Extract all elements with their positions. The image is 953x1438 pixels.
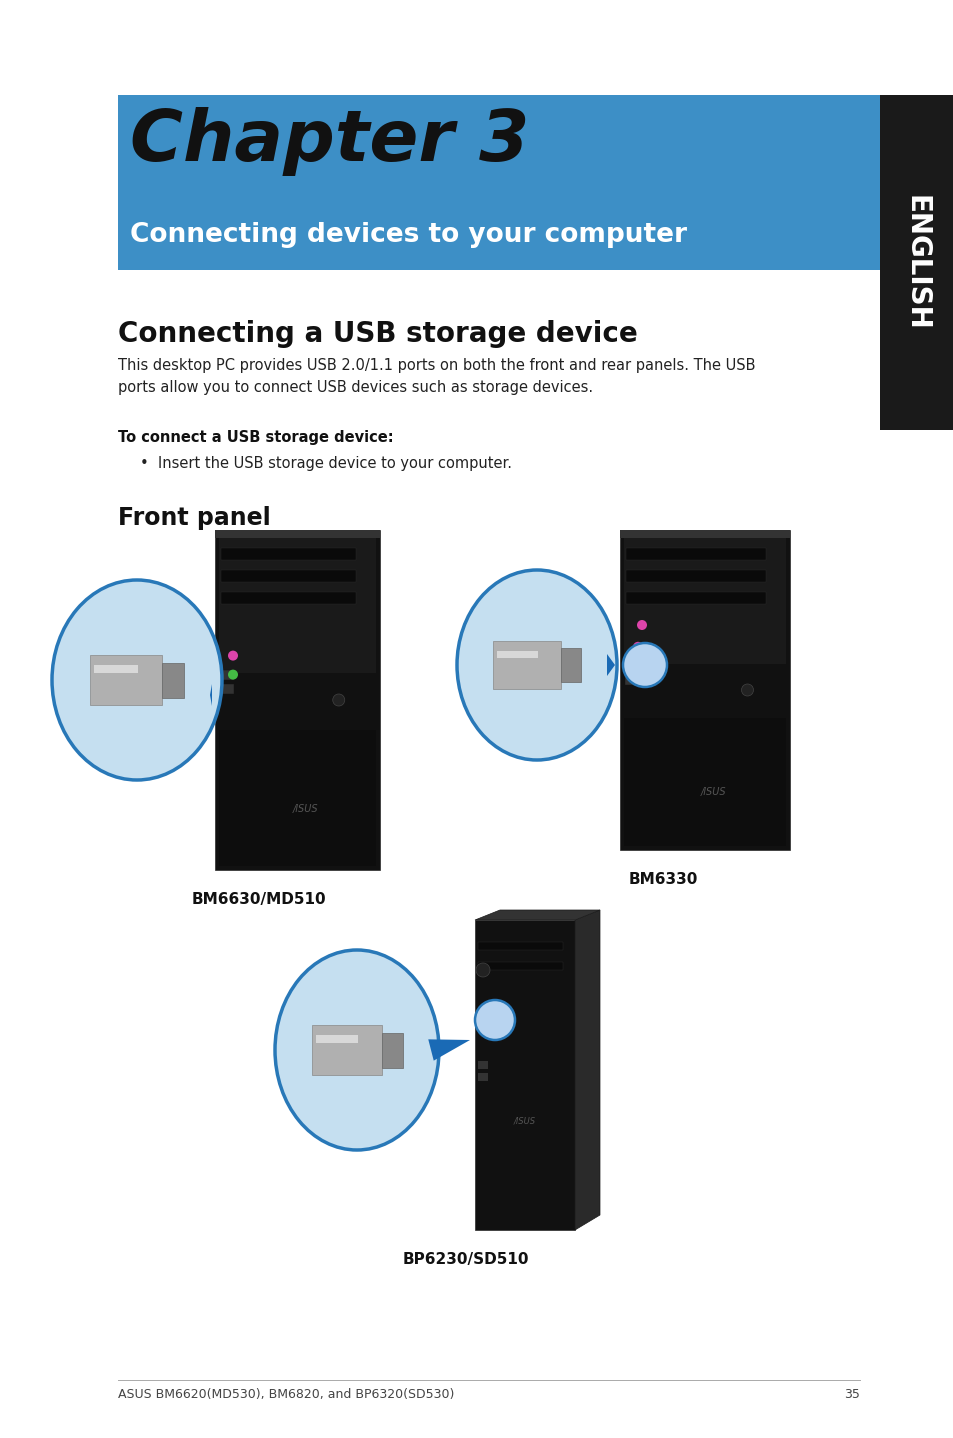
Circle shape <box>476 963 490 976</box>
Text: BM6330: BM6330 <box>628 871 698 887</box>
Circle shape <box>228 670 237 680</box>
Text: /lSUS: /lSUS <box>700 788 725 798</box>
Bar <box>624 674 639 684</box>
Bar <box>624 661 639 670</box>
Bar <box>477 962 562 971</box>
Bar <box>214 531 379 538</box>
Text: /lSUS: /lSUS <box>293 804 318 814</box>
Text: BM6630/MD510: BM6630/MD510 <box>191 892 326 907</box>
Bar <box>475 920 575 1229</box>
Polygon shape <box>475 910 599 920</box>
Text: This desktop PC provides USB 2.0/1.1 ports on both the front and rear panels. Th: This desktop PC provides USB 2.0/1.1 por… <box>118 358 755 394</box>
Text: 35: 35 <box>843 1388 859 1401</box>
Bar <box>221 569 355 582</box>
Polygon shape <box>575 910 599 1229</box>
Bar <box>91 654 162 705</box>
Bar <box>477 1073 488 1081</box>
Text: Connecting devices to your computer: Connecting devices to your computer <box>130 221 686 247</box>
Text: ASUS BM6620(MD530), BM6820, and BP6320(SD530): ASUS BM6620(MD530), BM6820, and BP6320(S… <box>118 1388 454 1401</box>
Circle shape <box>633 641 642 651</box>
Bar <box>625 569 765 582</box>
Bar <box>497 651 537 657</box>
Bar <box>619 531 789 850</box>
Bar <box>94 664 137 673</box>
Bar <box>623 718 785 846</box>
Polygon shape <box>428 1040 470 1061</box>
Bar <box>220 670 233 680</box>
Text: •  Insert the USB storage device to your computer.: • Insert the USB storage device to your … <box>140 456 512 472</box>
Circle shape <box>333 695 344 706</box>
Bar <box>493 641 560 689</box>
Circle shape <box>475 999 515 1040</box>
Bar <box>625 548 765 559</box>
Polygon shape <box>606 654 615 676</box>
Text: ENGLISH: ENGLISH <box>902 194 930 331</box>
Bar <box>879 95 953 430</box>
Bar <box>162 663 184 697</box>
Text: /lSUS: /lSUS <box>514 1117 536 1126</box>
Bar <box>619 531 789 538</box>
Bar <box>219 538 375 673</box>
Bar <box>381 1032 402 1067</box>
Text: BP6230/SD510: BP6230/SD510 <box>402 1252 529 1267</box>
Ellipse shape <box>52 580 222 779</box>
Bar <box>219 731 375 866</box>
Ellipse shape <box>274 951 438 1150</box>
Circle shape <box>622 643 666 687</box>
Text: Chapter 3: Chapter 3 <box>130 106 529 175</box>
Text: To connect a USB storage device:: To connect a USB storage device: <box>118 430 394 444</box>
Bar <box>315 1035 357 1043</box>
Bar <box>623 538 785 664</box>
Bar <box>221 548 355 559</box>
Text: Connecting a USB storage device: Connecting a USB storage device <box>118 321 638 348</box>
Text: Front panel: Front panel <box>118 506 271 531</box>
Circle shape <box>740 684 753 696</box>
Bar <box>477 942 562 951</box>
Circle shape <box>633 661 642 670</box>
Circle shape <box>637 620 646 630</box>
Circle shape <box>228 650 237 660</box>
Bar <box>312 1025 381 1076</box>
Bar <box>221 592 355 604</box>
Bar <box>214 531 379 870</box>
Bar <box>220 683 233 693</box>
Polygon shape <box>210 684 212 706</box>
Bar <box>560 649 580 682</box>
Bar <box>477 1061 488 1068</box>
Ellipse shape <box>456 569 617 761</box>
Bar <box>118 95 879 270</box>
Bar <box>625 592 765 604</box>
